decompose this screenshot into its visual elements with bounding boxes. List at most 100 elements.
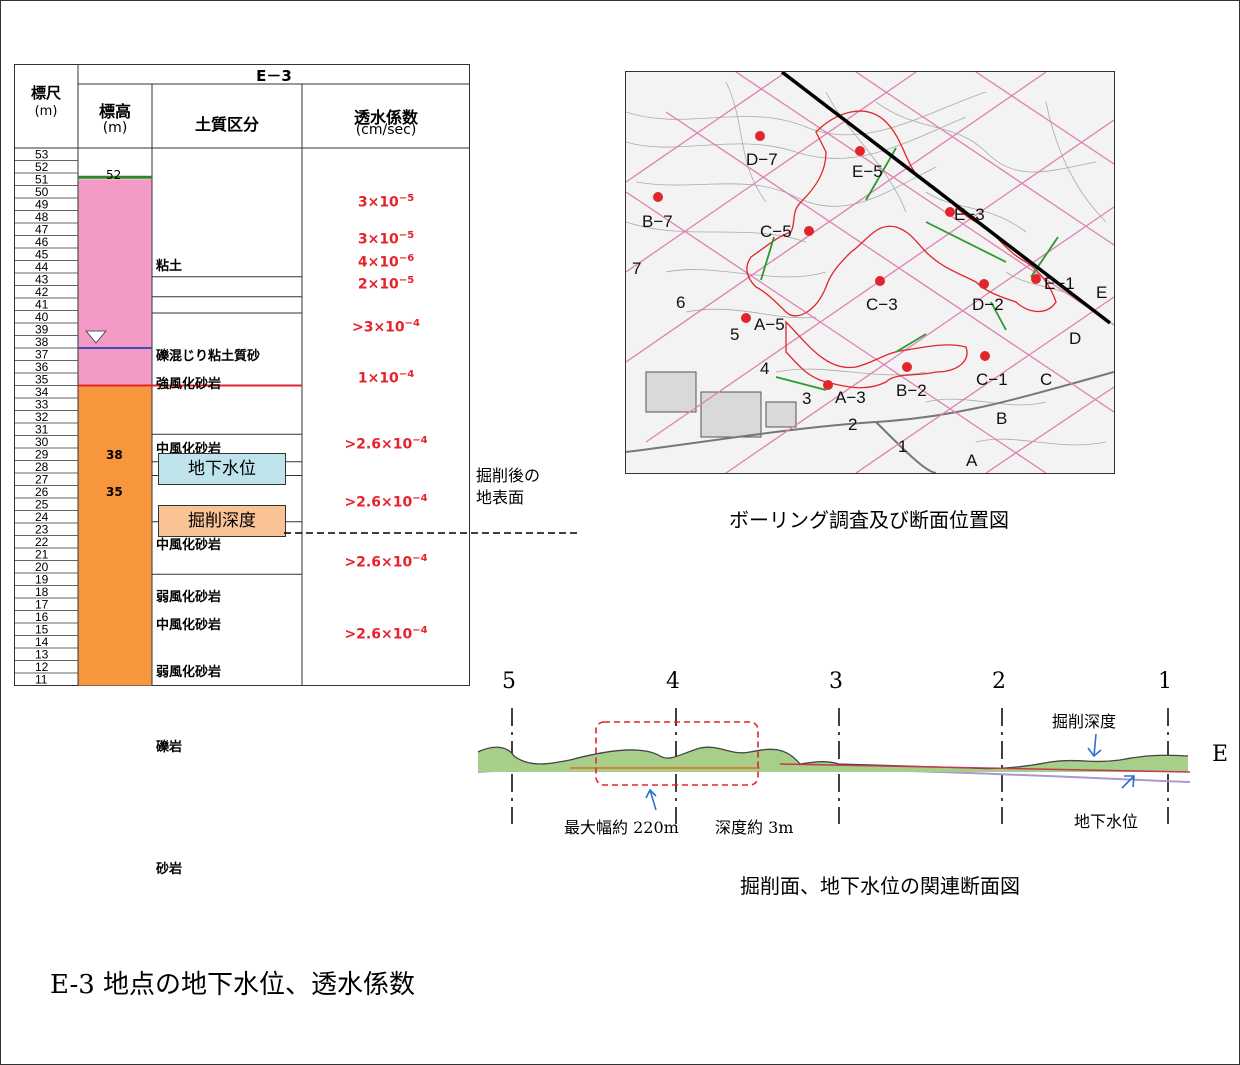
- scale-label: 15: [35, 623, 49, 637]
- scale-label: 17: [35, 598, 49, 612]
- map-graphic: D−7 E−5 B−7 C−5 E−3 C−3 D−2 E−1 A−5 A−3 …: [626, 72, 1114, 473]
- point-label: B−2: [896, 381, 927, 400]
- scale-label: 14: [35, 635, 49, 649]
- scale-label: 13: [35, 648, 49, 662]
- soil-label: 礫混じり粘土質砂: [156, 349, 261, 364]
- scale-label: 36: [35, 360, 49, 374]
- line-label: 2: [848, 415, 857, 434]
- permeability-value: 2×10−5: [357, 275, 415, 293]
- section-line-name: E: [1212, 742, 1229, 767]
- soil-label: 中風化砂岩: [156, 618, 222, 633]
- section-caption: 掘削面、地下水位の関連断面図: [740, 874, 1020, 898]
- scale-label: 23: [35, 523, 49, 537]
- permeability-value: >2.6×10−4: [344, 625, 428, 643]
- column-label: 1: [1158, 669, 1172, 694]
- scale-label: 45: [35, 248, 49, 262]
- borehole-log: 53 52 51 50 49 48 47 46 45 44 43 42 41 40 39 38 37 36 35 34…: [14, 64, 470, 948]
- scale-label: 46: [35, 235, 49, 249]
- depth-label: 深度約 3m: [715, 818, 794, 837]
- boring-points: [653, 131, 1041, 390]
- point-label: C−1: [976, 370, 1008, 389]
- line-label: D: [1069, 329, 1081, 348]
- point-label: B−7: [642, 212, 673, 231]
- scale-label: 30: [35, 435, 49, 449]
- point-label: E−5: [852, 162, 883, 181]
- soil-label: 中風化砂岩: [156, 538, 222, 553]
- scale-label: 22: [35, 535, 49, 549]
- line-label: 3: [802, 389, 811, 408]
- scale-label: 47: [35, 223, 49, 237]
- scale-label: 52: [35, 160, 49, 174]
- scale-label: 29: [35, 448, 49, 462]
- permeability-value: 1×10−4: [357, 368, 415, 387]
- groundwater-label: 地下水位: [1074, 812, 1139, 831]
- point-label: A−5: [754, 315, 785, 334]
- soil-label: 粘土: [156, 259, 183, 274]
- permeability-value: 3×10−5: [357, 192, 415, 211]
- column-label: 5: [502, 669, 516, 694]
- scale-label: 51: [35, 173, 49, 187]
- soil-label: 強風化砂岩: [156, 377, 222, 392]
- scale-label: 11: [35, 673, 48, 687]
- permeability-value: 4×10−6: [357, 252, 415, 271]
- scale-label: 31: [35, 423, 49, 437]
- line-label: B: [996, 409, 1007, 428]
- bottom-caption: E-3 地点の地下水位、透水係数: [50, 970, 416, 1000]
- column-label: 2: [992, 669, 1006, 694]
- cross-section-graphic: [477, 708, 1191, 824]
- groundwater-marker-icon: [84, 330, 108, 344]
- permeability-value: >2.6×10−4: [344, 492, 428, 511]
- excavation-depth-box: 掘削深度: [158, 505, 286, 537]
- scale-label: 19: [35, 573, 49, 587]
- scale-label: 26: [35, 485, 49, 499]
- scale-label: 53: [35, 148, 49, 162]
- column-label: 4: [666, 669, 680, 694]
- header-scale: 標尺: [30, 84, 61, 102]
- point-label: C−3: [866, 295, 898, 314]
- elevation-top-label: 52: [106, 168, 122, 182]
- line-label: 5: [730, 325, 739, 344]
- scale-label: 32: [35, 410, 49, 424]
- header-elevation-unit: (m): [102, 120, 128, 136]
- soil-label: 弱風化砂岩: [156, 665, 222, 680]
- point-label: E−3: [954, 205, 985, 224]
- scale-label: 20: [35, 560, 49, 574]
- max-width-label: 最大幅約 220m: [564, 818, 679, 837]
- header-scale-unit: (m): [34, 104, 58, 119]
- point-label: D−2: [972, 295, 1004, 314]
- lower-layer-fill: [78, 385, 152, 686]
- scale-label: 27: [35, 473, 49, 487]
- section-e-line: [780, 72, 1112, 325]
- excavation-depth-label: 掘削深度: [1052, 712, 1117, 731]
- scale-label: 28: [35, 460, 49, 474]
- boring-location-map: D−7 E−5 B−7 C−5 E−3 C−3 D−2 E−1 A−5 A−3 …: [625, 71, 1115, 474]
- point-label: D−7: [746, 150, 778, 169]
- soil-label: 砂岩: [156, 862, 183, 877]
- map-caption: ボーリング調査及び断面位置図: [729, 508, 1009, 532]
- log-title: E－3: [256, 67, 292, 85]
- scale-label: 16: [35, 610, 49, 624]
- elevation-groundwater-label: 38: [106, 448, 123, 462]
- scale-label: 40: [35, 310, 49, 324]
- excavation-surface-line: [284, 532, 579, 534]
- line-label: A: [966, 451, 978, 470]
- scale-label: 43: [35, 273, 49, 287]
- after-excavation-label: 掘削後の: [476, 466, 541, 485]
- scale-label: 37: [35, 348, 49, 362]
- scale-label: 41: [35, 298, 49, 312]
- elevation-excavation-label: 35: [106, 485, 123, 499]
- scale-label: 12: [35, 660, 49, 674]
- upper-layer-fill: [78, 179, 152, 386]
- permeability-value: 3×10−5: [357, 230, 415, 248]
- point-label: C−5: [760, 222, 792, 241]
- point-label: A−3: [835, 388, 866, 407]
- column-label: 3: [829, 669, 843, 694]
- scale-label: 25: [35, 498, 49, 512]
- permeability-value: >2.6×10−4: [344, 552, 428, 571]
- scale-label: 42: [35, 285, 49, 299]
- header-elevation: 標高: [98, 102, 131, 121]
- header-permeability-unit: (cm/sec): [355, 122, 417, 138]
- line-label: C: [1040, 370, 1052, 389]
- soil-label: 礫岩: [156, 740, 183, 755]
- header-soil: 土質区分: [194, 115, 259, 134]
